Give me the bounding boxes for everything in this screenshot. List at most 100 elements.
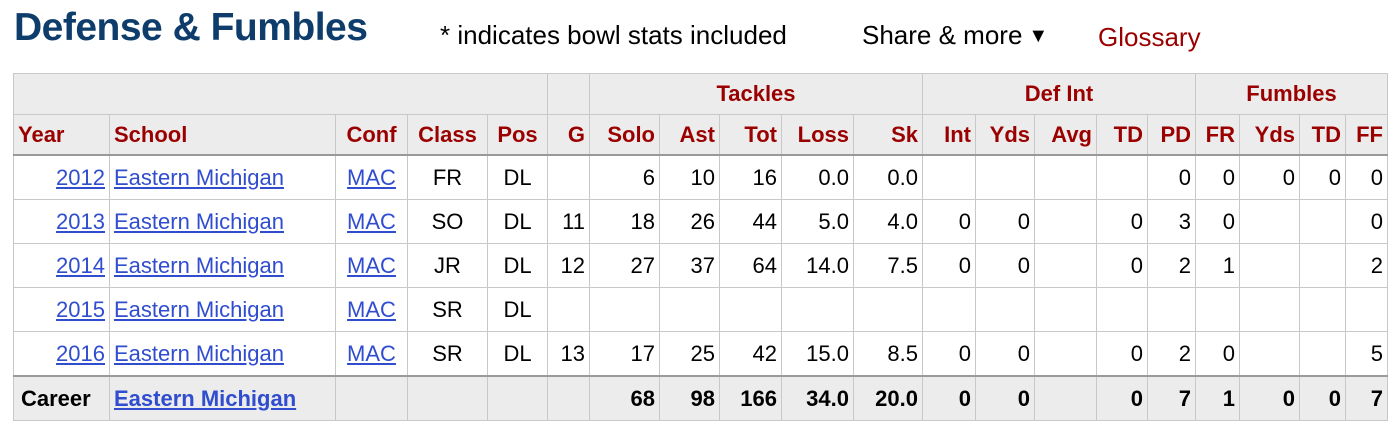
cell-g: 12	[547, 243, 590, 288]
year-link[interactable]: 2016	[56, 340, 105, 366]
col-header-year[interactable]: Year	[13, 114, 110, 156]
col-header-conf[interactable]: Conf	[335, 114, 408, 156]
cell-int	[922, 287, 976, 332]
cell-sk: 8.5	[853, 331, 923, 377]
cell-int: 0	[922, 331, 976, 377]
career-tot: 166	[719, 375, 782, 421]
col-header-pd[interactable]: PD	[1147, 114, 1196, 156]
school-link[interactable]: Eastern Michigan	[114, 296, 284, 322]
career-int-td: 0	[1096, 375, 1148, 421]
col-header-school[interactable]: School	[109, 114, 336, 156]
col-header-fum-yds[interactable]: Yds	[1239, 114, 1300, 156]
section-header: Defense & Fumbles * indicates bowl stats…	[0, 0, 1398, 70]
school-link[interactable]: Eastern Michigan	[114, 164, 284, 190]
col-header-ast[interactable]: Ast	[659, 114, 720, 156]
col-header-ff[interactable]: FF	[1345, 114, 1388, 156]
conf-link[interactable]: MAC	[347, 164, 396, 190]
cell-tot: 16	[719, 154, 782, 200]
col-header-pos[interactable]: Pos	[487, 114, 548, 156]
career-fum-yds: 0	[1239, 375, 1300, 421]
career-pd: 7	[1147, 375, 1196, 421]
conf-link[interactable]: MAC	[347, 208, 396, 234]
career-loss: 34.0	[781, 375, 854, 421]
column-header-row: Year School Conf Class Pos G Solo Ast To…	[13, 114, 1388, 156]
cell-int-td: 0	[1096, 331, 1148, 377]
school-link[interactable]: Eastern Michigan	[114, 340, 284, 366]
cell-g: 11	[547, 199, 590, 244]
cell-class: SR	[407, 287, 488, 332]
col-header-tot[interactable]: Tot	[719, 114, 782, 156]
cell-int-yds: 0	[975, 243, 1035, 288]
cell-fum-yds: 0	[1239, 154, 1300, 200]
cell-fum-td	[1299, 287, 1346, 332]
bowl-stats-note: * indicates bowl stats included	[440, 20, 787, 50]
cell-pos: DL	[487, 199, 548, 244]
group-header-blank	[13, 73, 548, 115]
cell-pd: 2	[1147, 331, 1196, 377]
col-header-sk[interactable]: Sk	[853, 114, 923, 156]
col-header-avg[interactable]: Avg	[1034, 114, 1097, 156]
school-link[interactable]: Eastern Michigan	[114, 208, 284, 234]
cell-avg	[1034, 331, 1097, 377]
cell-fum-yds	[1239, 199, 1300, 244]
cell-solo: 18	[589, 199, 660, 244]
cell-ast: 10	[659, 154, 720, 200]
cell-fum-yds	[1239, 287, 1300, 332]
cell-avg	[1034, 287, 1097, 332]
col-header-int-yds[interactable]: Yds	[975, 114, 1035, 156]
cell-avg	[1034, 199, 1097, 244]
career-int-yds: 0	[975, 375, 1035, 421]
cell-sk	[853, 287, 923, 332]
glossary-link[interactable]: Glossary	[1098, 22, 1201, 52]
cell-fum-td	[1299, 331, 1346, 377]
cell-int-yds	[975, 287, 1035, 332]
group-header-blank	[547, 73, 590, 115]
conf-link[interactable]: MAC	[347, 252, 396, 278]
cell-fr: 0	[1195, 331, 1240, 377]
col-header-g[interactable]: G	[547, 114, 590, 156]
career-row: Career Eastern Michigan 68 98 166 34.0 2…	[13, 375, 1388, 421]
cell-solo	[589, 287, 660, 332]
dropdown-caret-icon: ▼	[1028, 25, 1049, 47]
cell-tot	[719, 287, 782, 332]
cell-pd	[1147, 287, 1196, 332]
cell-g	[547, 287, 590, 332]
year-link[interactable]: 2013	[56, 208, 105, 234]
cell-ff: 0	[1345, 154, 1388, 200]
cell-ff: 0	[1345, 199, 1388, 244]
share-menu-button[interactable]: Share & more ▼	[862, 20, 1048, 51]
year-link[interactable]: 2014	[56, 252, 105, 278]
table-row: 2015 Eastern Michigan MAC SR DL	[13, 287, 1388, 332]
cell-int	[922, 154, 976, 200]
cell-fum-td: 0	[1299, 154, 1346, 200]
col-header-fum-td[interactable]: TD	[1299, 114, 1346, 156]
table-row: 2013 Eastern Michigan MAC SO DL 11 18 26…	[13, 199, 1388, 244]
cell-loss: 15.0	[781, 331, 854, 377]
col-header-int-td[interactable]: TD	[1096, 114, 1148, 156]
col-header-loss[interactable]: Loss	[781, 114, 854, 156]
conf-link[interactable]: MAC	[347, 296, 396, 322]
career-school-link[interactable]: Eastern Michigan	[114, 385, 297, 411]
school-link[interactable]: Eastern Michigan	[114, 252, 284, 278]
year-link[interactable]: 2012	[56, 164, 105, 190]
page-title: Defense & Fumbles	[14, 6, 368, 49]
col-header-class[interactable]: Class	[407, 114, 488, 156]
year-link[interactable]: 2015	[56, 296, 105, 322]
cell-int: 0	[922, 243, 976, 288]
cell-pd: 2	[1147, 243, 1196, 288]
col-header-fr[interactable]: FR	[1195, 114, 1240, 156]
col-header-int[interactable]: Int	[922, 114, 976, 156]
col-header-solo[interactable]: Solo	[589, 114, 660, 156]
cell-pos: DL	[487, 331, 548, 377]
share-label: Share & more	[862, 20, 1023, 50]
career-int: 0	[922, 375, 976, 421]
cell-pos: DL	[487, 287, 548, 332]
cell-tot: 42	[719, 331, 782, 377]
cell-pd: 3	[1147, 199, 1196, 244]
cell-ast: 37	[659, 243, 720, 288]
conf-link[interactable]: MAC	[347, 340, 396, 366]
cell-solo: 27	[589, 243, 660, 288]
cell-sk: 7.5	[853, 243, 923, 288]
cell-int-td: 0	[1096, 243, 1148, 288]
cell-fr: 0	[1195, 154, 1240, 200]
